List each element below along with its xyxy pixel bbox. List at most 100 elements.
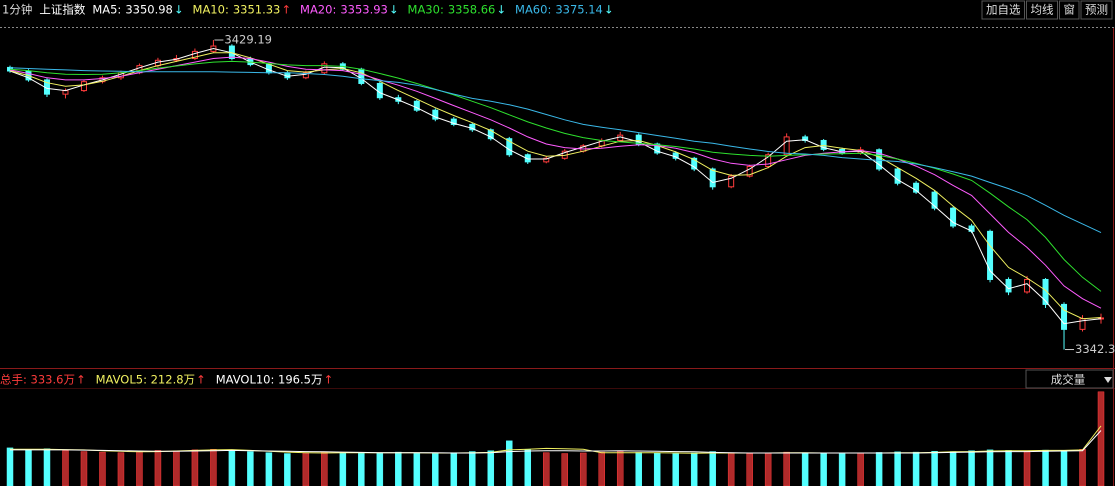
extreme-label: 3342.34 [1075,342,1115,356]
volume-bar [635,452,642,486]
toolbar-button[interactable]: 窗 [1064,3,1076,17]
volume-bar [894,451,901,486]
volume-bar [506,440,513,486]
candle-body [432,109,439,120]
volume-bar [561,453,568,486]
volume-bar [265,452,273,486]
volume-bar [543,452,550,486]
candle-body [1042,278,1049,305]
volume-bar [690,452,698,486]
volume-bar [783,451,790,486]
ma-line [9,56,1102,309]
volume-menu-box[interactable] [1025,369,1114,389]
candle-body [728,175,735,188]
volume-bar [764,452,772,486]
candle-body [1005,278,1012,293]
volume-bar [1005,450,1012,486]
volume-bar [487,450,495,486]
volume-bar [820,452,827,486]
dropdown-arrow[interactable] [1104,377,1112,383]
volume-legend-trend: ↑ [196,373,206,387]
volume-bar [321,451,328,486]
candle-body [1061,303,1068,330]
volume-bar [395,451,402,486]
legend-trend: ↓ [604,3,614,17]
volume-bar [1097,391,1105,486]
toolbar-button[interactable]: 预测 [1085,3,1108,17]
volume-bar [875,452,883,486]
volume-bar [857,452,864,486]
candle-body [746,165,753,177]
volume-bar [801,452,809,486]
candle-body [913,182,920,193]
volume-legend-trend: ↑ [323,373,333,387]
volume-bar [210,449,217,486]
volume-bar [25,449,32,486]
volume-bar [672,453,679,486]
ma-line [10,430,1102,454]
candle-body [783,136,790,156]
volume-bar [949,451,957,486]
candle-body [376,82,383,99]
toolbar-button-box[interactable] [981,0,1025,20]
candle-body [413,100,420,111]
candle-body [469,123,476,131]
ma-line [9,67,1102,234]
volume-bar [117,452,125,486]
toolbar-button[interactable]: 均线 [1031,3,1054,17]
volume-bar [616,451,624,486]
period: 1分钟 [2,3,32,17]
candle-body [894,168,901,184]
candle-body [358,68,365,84]
legend-name: MA60: [515,3,551,17]
candle-body [302,72,309,79]
legend-trend: ↑ [281,3,291,17]
candle-body [487,129,494,140]
volume-bar [136,451,143,486]
candle-body [802,136,809,141]
legend-trend: ↓ [389,3,399,17]
volume-legend: 总手: 333.6万 [0,373,75,387]
volume-bar [339,452,347,486]
candle-body [524,154,531,163]
volume-legend: MAVOL5: 212.8万 [96,373,195,387]
volume-bar [1079,449,1086,486]
legend-name: MA20: [300,3,336,17]
volume-bar [191,449,199,486]
volume-bar [912,451,920,486]
volume-bar [154,450,162,486]
volume-bar [173,450,180,486]
toolbar-button[interactable]: 加自选 [986,3,1021,17]
candle-body [987,230,994,280]
legend-trend: ↓ [174,3,184,17]
candle-body [506,138,513,156]
legend-value: 3353.93 [340,3,388,17]
volume-bar [247,451,254,486]
toolbar-button-box[interactable] [1059,0,1080,20]
volume-bar [80,451,88,486]
volume-bar [598,451,605,486]
legend-value: 3358.66 [448,3,496,17]
legend-value: 3375.14 [555,3,603,17]
volume-bar [228,449,236,486]
volume-bar [709,451,716,486]
volume-bar [376,452,384,486]
volume-menu[interactable]: 成交量 [1051,373,1086,387]
toolbar-button-box[interactable] [1080,0,1113,20]
toolbar-button-box[interactable] [1026,0,1058,20]
candle-body [62,90,69,95]
volume-bar [579,452,587,486]
volume-bar [413,452,421,486]
volume-bar [469,451,476,486]
volume-bar [727,452,735,486]
volume-bar [302,452,310,486]
candle-body [931,191,938,209]
volume-bar [62,450,69,486]
legend-value: 3351.33 [233,3,281,17]
volume-legend: MAVOL10: 196.5万 [216,373,323,387]
candle-body [654,143,661,154]
